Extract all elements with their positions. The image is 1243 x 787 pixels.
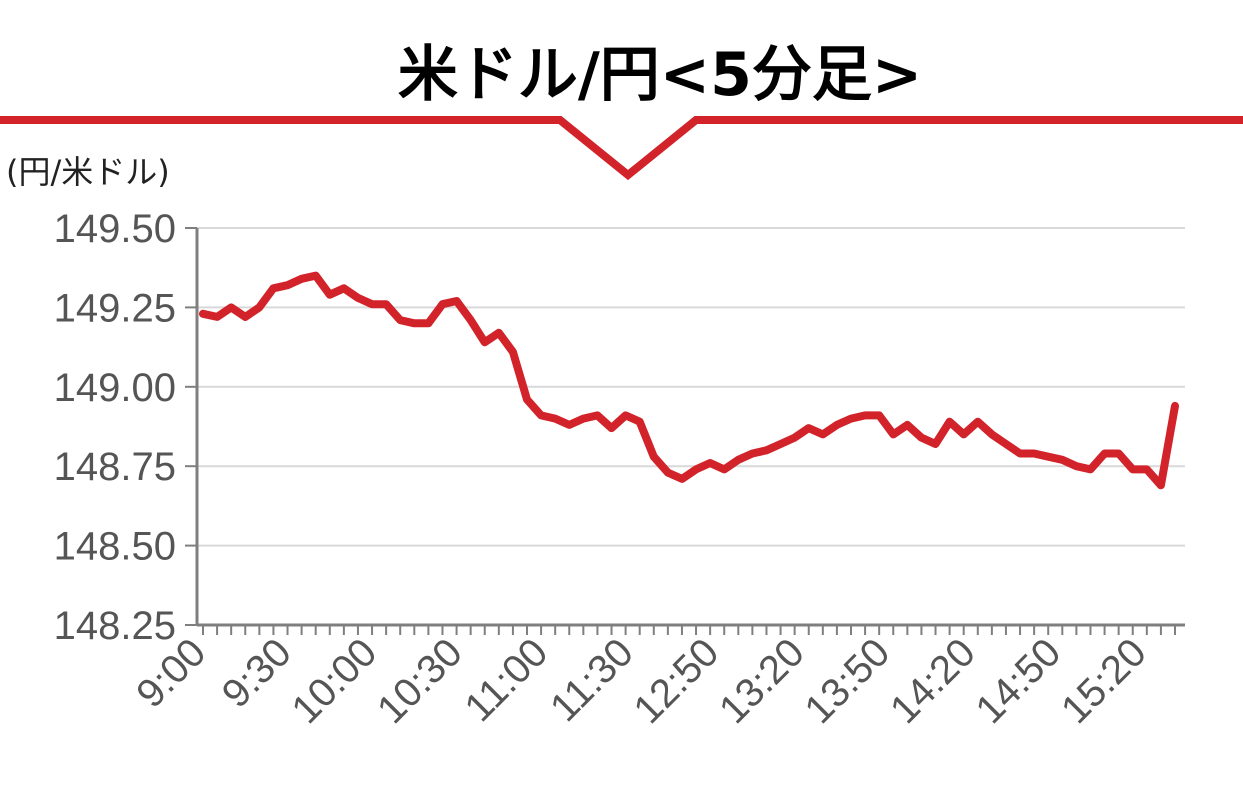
data-point	[470, 319, 472, 321]
data-point	[456, 300, 458, 302]
data-point	[991, 433, 993, 435]
data-point	[639, 421, 641, 423]
data-point	[963, 433, 965, 435]
data-point	[258, 306, 260, 308]
data-point	[920, 437, 922, 439]
y-tick-label: 149.00	[54, 366, 176, 410]
x-tick-label: 11:30	[542, 630, 642, 730]
data-point	[808, 427, 810, 429]
series-layer	[199, 271, 1179, 490]
data-point	[794, 437, 796, 439]
data-point	[977, 421, 979, 423]
data-point	[878, 414, 880, 416]
data-point	[1005, 443, 1007, 445]
data-point	[484, 341, 486, 343]
data-point	[554, 418, 556, 420]
data-point	[1061, 459, 1063, 461]
data-point	[596, 414, 598, 416]
data-point	[385, 303, 387, 305]
data-point	[611, 427, 612, 429]
data-point	[709, 462, 711, 464]
data-point	[244, 316, 246, 318]
data-point	[526, 399, 528, 400]
data-point	[287, 284, 288, 286]
data-point	[272, 287, 274, 289]
data-point	[864, 414, 866, 416]
data-point	[498, 332, 500, 334]
data-point	[357, 297, 359, 299]
data-point	[780, 443, 782, 445]
data-point	[1090, 468, 1091, 470]
data-point	[582, 418, 584, 420]
data-point	[301, 278, 303, 280]
data-point	[667, 472, 669, 474]
data-point	[695, 468, 697, 470]
data-point	[1146, 468, 1148, 470]
data-point	[568, 424, 570, 426]
x-tick-label: 10:00	[283, 630, 385, 732]
x-tick-label: 11:00	[457, 630, 557, 730]
data-point	[836, 424, 838, 426]
y-tick-label: 148.50	[54, 525, 176, 569]
data-point	[1075, 465, 1077, 467]
data-point	[737, 459, 739, 461]
data-point	[751, 453, 753, 454]
data-point	[653, 456, 655, 458]
data-point	[850, 418, 852, 420]
data-point	[399, 319, 401, 321]
data-point	[822, 433, 824, 435]
data-point	[315, 275, 317, 277]
data-point	[1033, 453, 1035, 454]
data-point	[1019, 453, 1021, 454]
data-point	[329, 294, 331, 296]
series-line	[199, 271, 1179, 490]
data-point	[766, 449, 767, 451]
data-point	[1160, 484, 1162, 486]
data-point	[427, 322, 429, 324]
data-point	[216, 316, 218, 318]
y-tick-label: 149.25	[54, 286, 176, 330]
y-tick-labels: 149.50 149.25 149.00 148.75 148.50 148.25	[54, 207, 176, 648]
data-point	[540, 414, 542, 416]
data-point	[202, 313, 204, 315]
x-tick-label: 14:20	[882, 630, 984, 732]
chart-title: 米ドル/円<5分足>	[398, 40, 922, 110]
y-tick-label: 149.50	[54, 207, 176, 251]
x-tick-label: 14:50	[967, 630, 1069, 732]
data-point	[892, 433, 894, 435]
data-point	[949, 421, 951, 423]
y-tick-label: 148.75	[54, 445, 176, 489]
data-point	[1132, 468, 1134, 470]
x-tick-label: 10:30	[369, 630, 471, 732]
data-point	[512, 351, 514, 353]
data-point	[230, 306, 232, 308]
data-point	[625, 414, 627, 416]
y-axis-label: (円/米ドル)	[6, 153, 170, 191]
y-tick-label: 148.25	[54, 604, 176, 648]
x-tick-label: 15:20	[1053, 630, 1155, 732]
data-point	[1174, 405, 1176, 407]
data-point	[1118, 453, 1120, 454]
gridlines	[197, 227, 1185, 547]
x-tick-label: 13:50	[796, 630, 898, 732]
axes	[185, 227, 1185, 635]
data-point	[371, 303, 373, 305]
data-point	[935, 443, 936, 445]
x-tick-label: 13:20	[711, 630, 813, 732]
data-point	[723, 468, 725, 470]
data-point	[343, 287, 345, 289]
data-point	[442, 303, 443, 305]
data-point	[1047, 456, 1049, 458]
title-banner	[0, 116, 1243, 181]
data-point	[906, 424, 908, 426]
data-point	[413, 322, 415, 324]
x-tick-labels: 9:00 9:3010:0010:3011:0011:3012:5013:2013…	[128, 630, 1155, 732]
data-point	[1104, 453, 1106, 454]
data-point	[681, 478, 683, 480]
x-tick-label: 12:50	[625, 630, 727, 732]
